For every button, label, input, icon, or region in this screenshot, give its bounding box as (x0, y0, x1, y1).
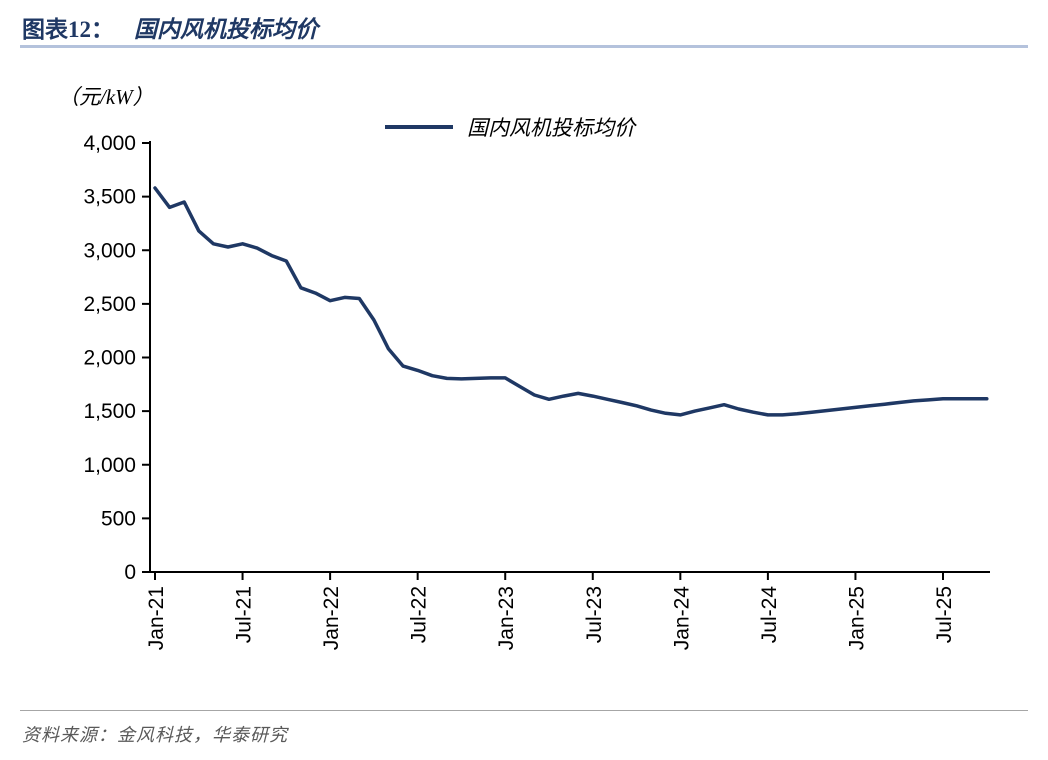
x-tick-label: Jan-23 (495, 586, 518, 650)
price-line (153, 186, 989, 417)
source-text: 资料来源：金风科技，华泰研究 (22, 725, 288, 745)
x-tick-label: Jul-23 (583, 586, 606, 643)
header-divider (20, 45, 1028, 48)
y-tick-label: 2,000 (83, 347, 136, 370)
x-tick-label: Jul-22 (408, 586, 431, 643)
legend-label: 国内风机投标均价 (467, 116, 637, 140)
y-tick-label: 500 (101, 507, 136, 530)
figure-footer: 资料来源：金风科技，华泰研究 (20, 710, 1028, 747)
x-tick-label: Jul-25 (933, 586, 956, 643)
y-tick-label: 3,000 (83, 239, 136, 262)
figure-title: 国内风机投标均价 (134, 17, 318, 42)
x-tick-label: Jan-25 (845, 586, 868, 650)
x-tick-label: Jul-24 (758, 586, 781, 644)
y-tick-label: 0 (124, 561, 136, 584)
y-tick-label: 4,000 (83, 132, 136, 155)
x-tick-label: Jan-21 (145, 586, 168, 650)
y-tick-label: 3,500 (83, 186, 136, 209)
figure-label: 图表12： (22, 17, 114, 42)
y-tick-label: 2,500 (83, 293, 136, 316)
x-tick-label: Jan-22 (320, 586, 343, 650)
chart-area: （元/kW） 国内风机投标均价 0 500 1,000 1,500 2,000 2,500 3,… (58, 85, 990, 651)
y-unit-label: （元/kW） (58, 85, 154, 109)
x-tick-label: Jan-24 (670, 586, 693, 651)
y-tick-label: 1,000 (83, 454, 136, 477)
y-tick-label: 1,500 (83, 400, 136, 423)
line-chart: （元/kW） 国内风机投标均价 0 500 1,000 1,500 2,000 2,500 3,… (58, 85, 990, 651)
x-tick-label: Jul-21 (233, 586, 256, 643)
figure-header: 图表12： 国内风机投标均价 (22, 10, 318, 44)
